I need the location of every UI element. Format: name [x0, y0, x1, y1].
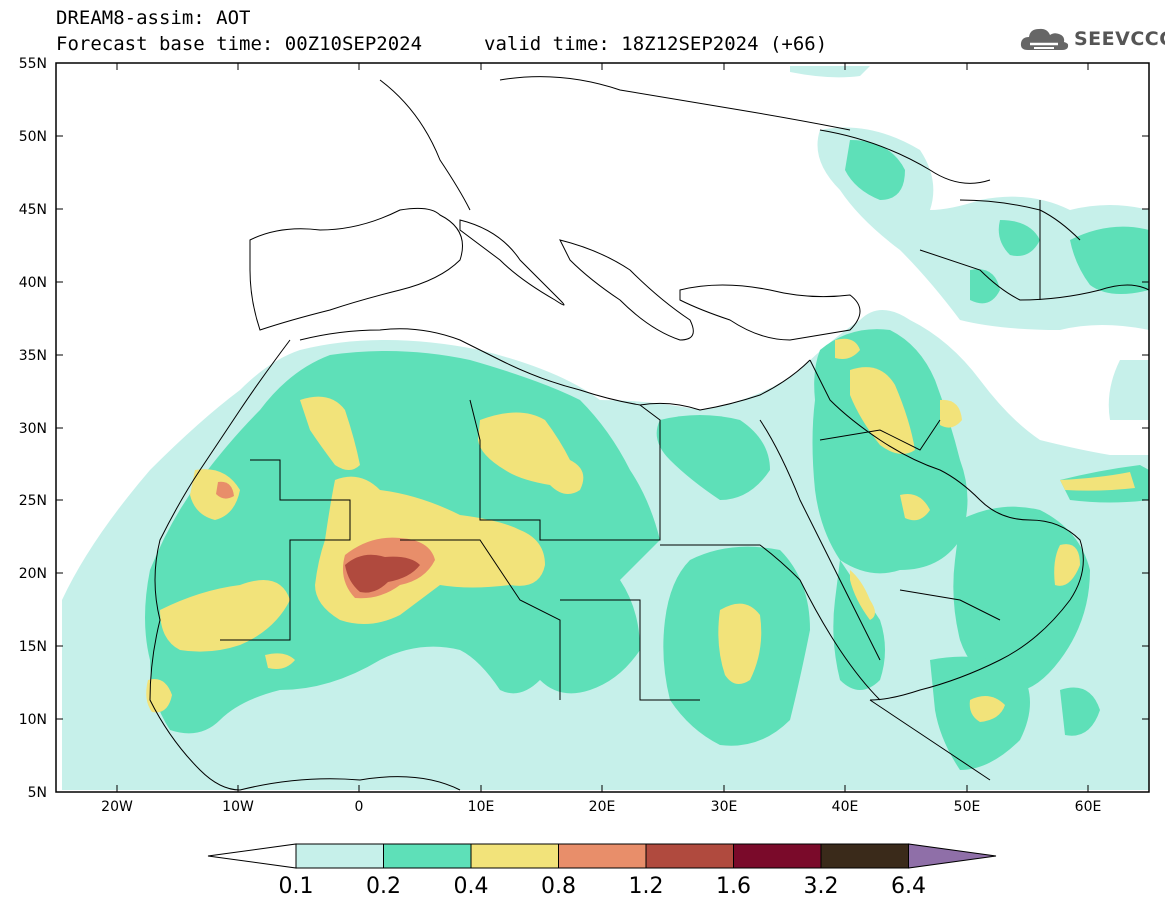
- colorbar-label: 1.6: [716, 874, 751, 899]
- longitude-labels: 20W 10W 0 10E 20E 30E 40E 50E 60E: [101, 799, 1101, 815]
- lon-label: 10E: [468, 799, 495, 815]
- latitude-labels: 55N 50N 45N 40N 35N 30N 25N 20N 15N 10N …: [19, 56, 47, 801]
- lat-label: 55N: [19, 56, 47, 72]
- lat-label: 35N: [19, 348, 47, 364]
- map-title: DREAM8-assim: AOT: [56, 7, 251, 29]
- colorbar-label: 0.8: [541, 874, 576, 899]
- lat-label: 40N: [19, 275, 47, 291]
- colorbar-segment: [470, 843, 559, 869]
- colorbar-label: 3.2: [804, 874, 839, 899]
- lon-label: 60E: [1075, 799, 1102, 815]
- lat-label: 30N: [19, 421, 47, 437]
- colorbar-label: 1.2: [629, 874, 664, 899]
- lat-label: 20N: [19, 566, 47, 582]
- lon-label: 20W: [101, 799, 133, 815]
- lon-label: 20E: [589, 799, 616, 815]
- lat-label: 50N: [19, 129, 47, 145]
- axis-ticks: [56, 62, 1149, 793]
- lon-label: 0: [355, 799, 364, 815]
- colorbar-label: 0.4: [454, 874, 489, 899]
- lon-label: 40E: [832, 799, 859, 815]
- logo-text: SEEVCCC: [1074, 28, 1165, 50]
- colorbar-label: 0.2: [366, 874, 401, 899]
- lat-label: 15N: [19, 639, 47, 655]
- colorbar-label: 6.4: [891, 874, 926, 899]
- forecast-base-time: Forecast base time: 00Z10SEP2024: [56, 33, 423, 55]
- colorbar-segment: [733, 843, 822, 869]
- colorbar-under-triangle: [207, 843, 297, 869]
- coastlines: [149, 76, 1149, 791]
- colorbar-segment: [645, 843, 734, 869]
- aot-shading: [62, 66, 1149, 790]
- lat-label: 5N: [28, 785, 47, 801]
- cloud-icon: [1020, 28, 1069, 50]
- colorbar-segment: [558, 843, 647, 869]
- colorbar-label: 0.1: [279, 874, 314, 899]
- lon-label: 50E: [954, 799, 981, 815]
- colorbar: 0.1 0.2 0.4 0.8 1.2 1.6 3.2 6.4: [207, 843, 997, 899]
- lon-label: 30E: [711, 799, 738, 815]
- lon-label: 10W: [222, 799, 254, 815]
- colorbar-over-triangle: [908, 843, 997, 869]
- colorbar-segment: [295, 843, 384, 869]
- colorbar-segment: [820, 843, 909, 869]
- lat-label: 10N: [19, 712, 47, 728]
- valid-time: valid time: 18Z12SEP2024 (+66): [484, 33, 828, 55]
- seevccc-logo: SEEVCCC: [1018, 24, 1165, 54]
- colorbar-segment: [383, 843, 472, 869]
- lat-label: 25N: [19, 493, 47, 509]
- lat-label: 45N: [19, 202, 47, 218]
